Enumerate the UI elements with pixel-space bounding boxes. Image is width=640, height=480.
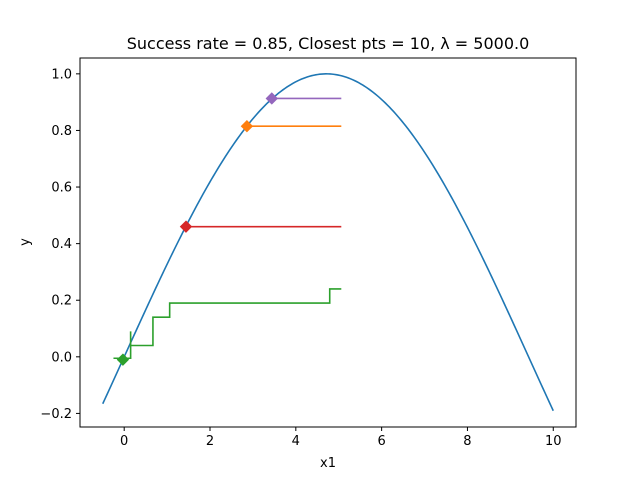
- series-marker-1: [179, 220, 193, 233]
- x-tick-label: 10: [545, 434, 562, 449]
- x-tick-label: 4: [292, 434, 300, 449]
- x-tick-label: 2: [206, 434, 214, 449]
- x-tick-label: 6: [377, 434, 385, 449]
- y-tick-label: 0.6: [51, 181, 72, 196]
- x-axis-label: x1: [320, 456, 336, 471]
- y-tick-label: 1.0: [51, 67, 72, 82]
- x-tick-label: 8: [463, 434, 471, 449]
- y-tick-label: 0.8: [51, 124, 72, 139]
- series-marker-2: [240, 119, 254, 133]
- x-tick-label: 0: [120, 434, 128, 449]
- plot-area: [102, 73, 554, 412]
- axis-ticks: 0 2 4 6 8 10 −0.2 0.0 0.2 0.4 0.6 0.8 1.0: [40, 67, 561, 449]
- y-tick-label: 0.4: [51, 237, 72, 252]
- y-tick-label: 0.0: [51, 350, 72, 365]
- y-tick-label: 0.2: [51, 294, 72, 309]
- chart-title: Success rate = 0.85, Closest pts = 10, λ…: [127, 34, 530, 53]
- series-marker-0: [116, 353, 130, 366]
- y-tick-label: −0.2: [40, 407, 72, 422]
- series-marker-3: [265, 92, 278, 105]
- axes-frame: [79, 57, 577, 428]
- curve-line: [102, 73, 554, 412]
- y-axis-label: y: [18, 238, 33, 246]
- series-line-0: [113, 288, 342, 360]
